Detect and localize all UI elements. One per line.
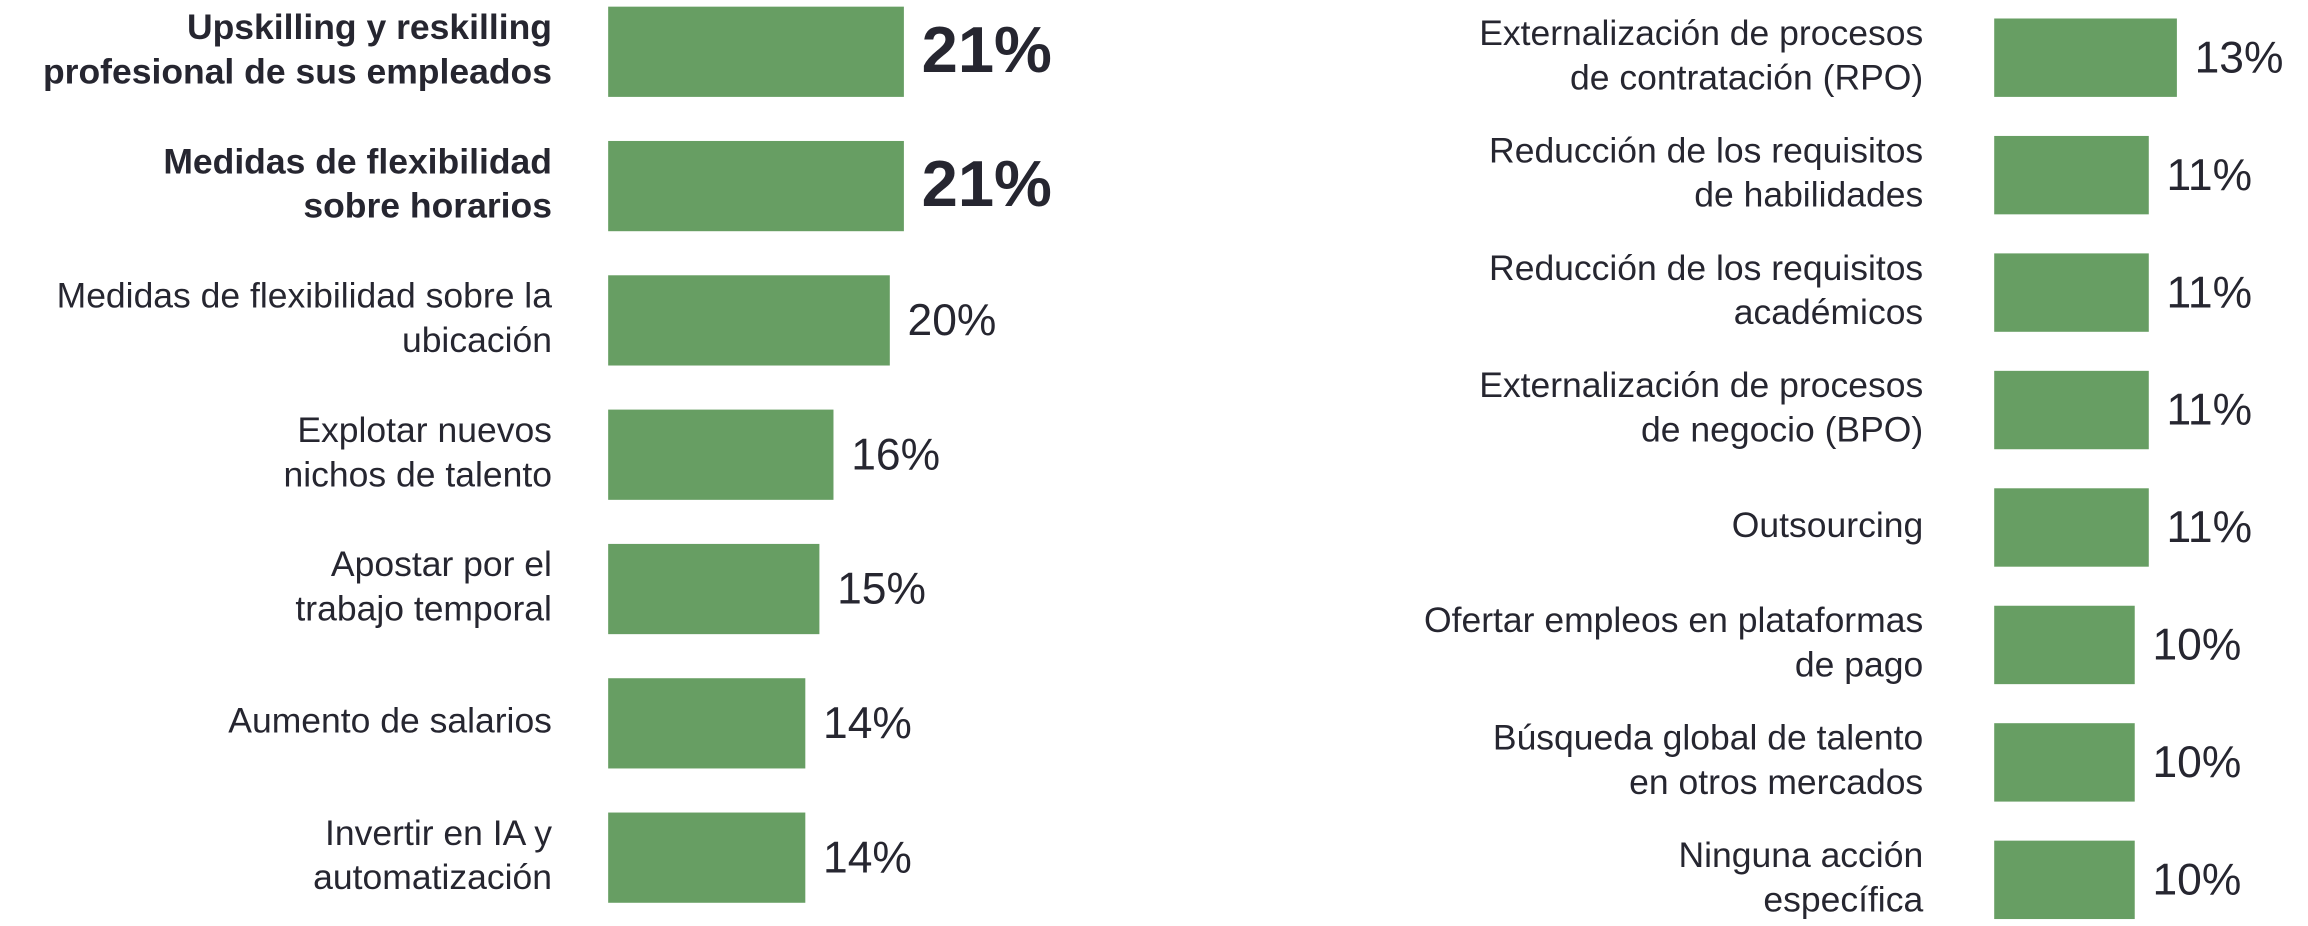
bar [608,140,904,232]
category-label: nichos de talento [284,454,552,494]
value-label: 14% [823,833,912,882]
category-label: Ninguna acción [1678,835,1923,875]
value-label: 10% [2152,738,2241,787]
value-label: 10% [2152,621,2241,670]
bar [608,409,834,500]
value-label: 14% [823,699,912,748]
bar [608,6,904,97]
value-label: 10% [2152,856,2241,905]
value-label: 20% [908,296,997,345]
bar [1994,370,2149,450]
bar [1994,723,2135,802]
value-label: 13% [2195,33,2284,82]
bar [608,275,890,366]
category-label: Búsqueda global de talento [1493,718,1923,758]
bar [1994,253,2149,332]
bar [1994,488,2149,567]
category-label: Reducción de los requisitos [1489,130,1923,170]
bar [608,543,820,635]
category-label: Upskilling y reskilling [187,7,552,47]
value-label: 15% [837,565,926,614]
value-label: 11% [2167,268,2252,317]
category-label: Medidas de flexibilidad [163,141,552,181]
bar [608,678,806,769]
value-label: 16% [851,430,940,479]
bar [1994,135,2149,215]
category-label: automatización [313,857,552,897]
category-label: Reducción de los requisitos [1489,248,1923,288]
category-label: ubicación [402,320,552,360]
category-label: Ofertar empleos en plataformas [1424,600,1923,640]
category-label: Medidas de flexibilidad sobre la [57,276,553,316]
category-label: de habilidades [1694,175,1923,215]
category-label: trabajo temporal [295,589,552,629]
category-label: Invertir en IA y [325,813,552,853]
value-label: 11% [2167,503,2252,552]
category-label: específica [1763,879,1923,919]
bar [1994,18,2177,97]
value-label: 21% [922,13,1052,86]
bar [1994,840,2135,920]
category-label: Explotar nuevos [297,410,552,450]
category-label: sobre horarios [303,186,552,226]
category-label: académicos [1734,292,1923,332]
category-label: Aumento de salarios [228,701,552,741]
value-label: 11% [2167,151,2252,200]
category-label: en otros mercados [1629,762,1923,802]
category-label: Externalización de procesos [1479,13,1923,53]
category-label: de negocio (BPO) [1641,410,1923,450]
category-label: de contratación (RPO) [1570,57,1923,97]
category-label: profesional de sus empleados [43,51,552,91]
value-label: 21% [922,147,1052,220]
category-label: Outsourcing [1732,505,1923,545]
bar [608,812,806,903]
category-label: Apostar por el [331,544,552,584]
category-label: de pago [1795,645,1923,685]
value-label: 11% [2167,386,2252,435]
category-label: Externalización de procesos [1479,365,1923,405]
bar [1994,605,2135,685]
